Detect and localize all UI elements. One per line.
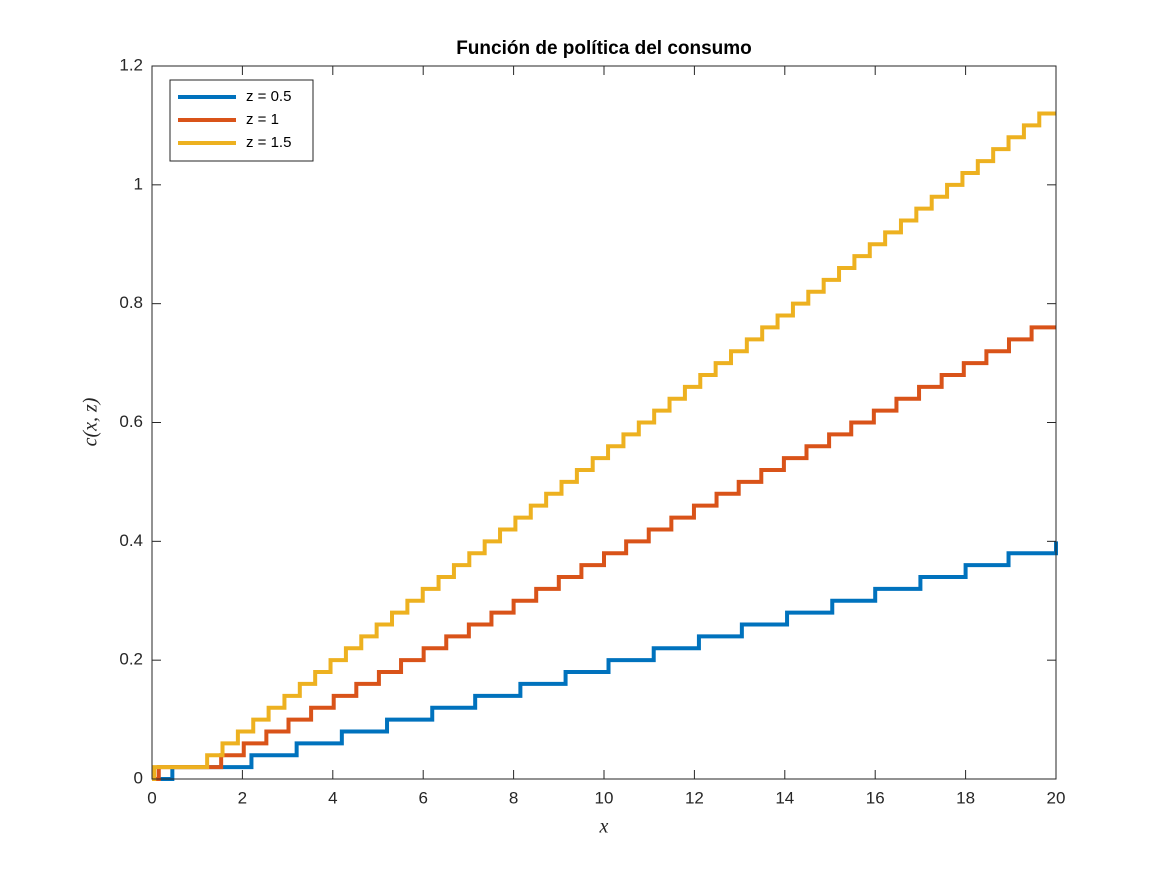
x-tick-label: 6	[418, 788, 427, 807]
x-tick-label: 20	[1047, 788, 1066, 807]
y-tick-label: 0.4	[119, 531, 143, 550]
x-tick-label: 10	[595, 788, 614, 807]
x-tick-label: 12	[685, 788, 704, 807]
y-tick-label: 0.6	[119, 412, 143, 431]
y-tick-label: 0.8	[119, 293, 143, 312]
x-tick-label: 14	[775, 788, 794, 807]
y-tick-label: 0.2	[119, 650, 143, 669]
x-tick-label: 0	[147, 788, 156, 807]
legend-label: z = 1.5	[246, 134, 291, 151]
legend-label: z = 1	[246, 111, 279, 128]
x-axis-label: x	[599, 816, 609, 838]
x-tick-label: 16	[866, 788, 885, 807]
line-series	[152, 111, 1056, 781]
y-tick-label: 1.2	[119, 55, 143, 74]
x-tick-label: 18	[956, 788, 975, 807]
line-series	[152, 325, 1056, 781]
y-tick-label: 1	[134, 174, 143, 193]
x-tick-label: 8	[509, 788, 518, 807]
line-series	[152, 541, 1058, 781]
y-axis-label: c(x, z)	[80, 397, 102, 446]
x-tick-label: 4	[328, 788, 337, 807]
plot-area	[152, 111, 1058, 781]
y-tick-label: 0	[134, 768, 143, 787]
x-tick-label: 2	[238, 788, 247, 807]
chart-title: Función de política del consumo	[456, 38, 752, 59]
legend: z = 0.5 z = 1 z = 1.5	[169, 79, 314, 162]
legend-label: z = 0.5	[246, 88, 291, 105]
